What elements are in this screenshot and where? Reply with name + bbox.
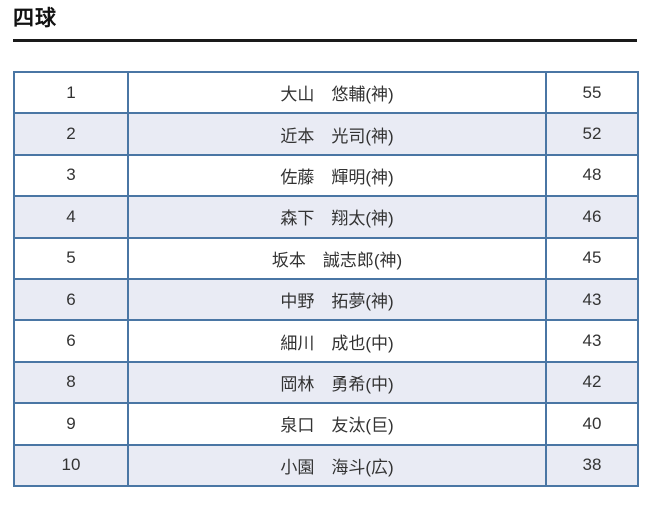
value-cell: 46	[545, 195, 639, 239]
value-cell: 42	[545, 360, 639, 405]
page-title: 四球	[13, 7, 57, 30]
player-cell: 小園 海斗(広)	[127, 443, 547, 487]
player-cell: 佐藤 輝明(神)	[127, 153, 547, 198]
table-row: 8 岡林 勇希(中) 42	[13, 360, 639, 405]
value-cell: 45	[545, 236, 639, 280]
rank-cell: 6	[13, 277, 129, 322]
rank-cell: 4	[13, 195, 129, 239]
table-row: 6 細川 成也(中) 43	[13, 319, 639, 363]
player-cell: 近本 光司(神)	[127, 112, 547, 156]
rank-cell: 2	[13, 112, 129, 156]
rank-cell: 5	[13, 236, 129, 280]
section-header: 四球	[13, 6, 637, 42]
player-cell: 岡林 勇希(中)	[127, 360, 547, 405]
table-row: 5 坂本 誠志郎(神) 45	[13, 236, 639, 280]
table-row: 3 佐藤 輝明(神) 48	[13, 153, 639, 198]
page: 四球 1 大山 悠輔(神) 55 2 近本 光司(神) 52 3 佐藤 輝明(神…	[13, 6, 639, 487]
table-row: 9 泉口 友汰(巨) 40	[13, 402, 639, 446]
value-cell: 43	[545, 319, 639, 363]
table-row: 4 森下 翔太(神) 46	[13, 195, 639, 239]
value-cell: 43	[545, 277, 639, 322]
table-row: 6 中野 拓夢(神) 43	[13, 277, 639, 322]
player-cell: 森下 翔太(神)	[127, 195, 547, 239]
player-cell: 細川 成也(中)	[127, 319, 547, 363]
table-row: 2 近本 光司(神) 52	[13, 112, 639, 156]
value-cell: 52	[545, 112, 639, 156]
rank-cell: 10	[13, 443, 129, 487]
rank-cell: 6	[13, 319, 129, 363]
player-cell: 泉口 友汰(巨)	[127, 402, 547, 446]
value-cell: 55	[545, 70, 639, 115]
rank-cell: 1	[13, 70, 129, 115]
player-cell: 坂本 誠志郎(神)	[127, 236, 547, 280]
player-cell: 大山 悠輔(神)	[127, 70, 547, 115]
ranking-table: 1 大山 悠輔(神) 55 2 近本 光司(神) 52 3 佐藤 輝明(神) 4…	[13, 70, 639, 487]
table-row: 10 小園 海斗(広) 38	[13, 443, 639, 487]
rank-cell: 8	[13, 360, 129, 405]
player-cell: 中野 拓夢(神)	[127, 277, 547, 322]
rank-cell: 3	[13, 153, 129, 198]
table-row: 1 大山 悠輔(神) 55	[13, 70, 639, 115]
value-cell: 48	[545, 153, 639, 198]
value-cell: 40	[545, 402, 639, 446]
rank-cell: 9	[13, 402, 129, 446]
value-cell: 38	[545, 443, 639, 487]
